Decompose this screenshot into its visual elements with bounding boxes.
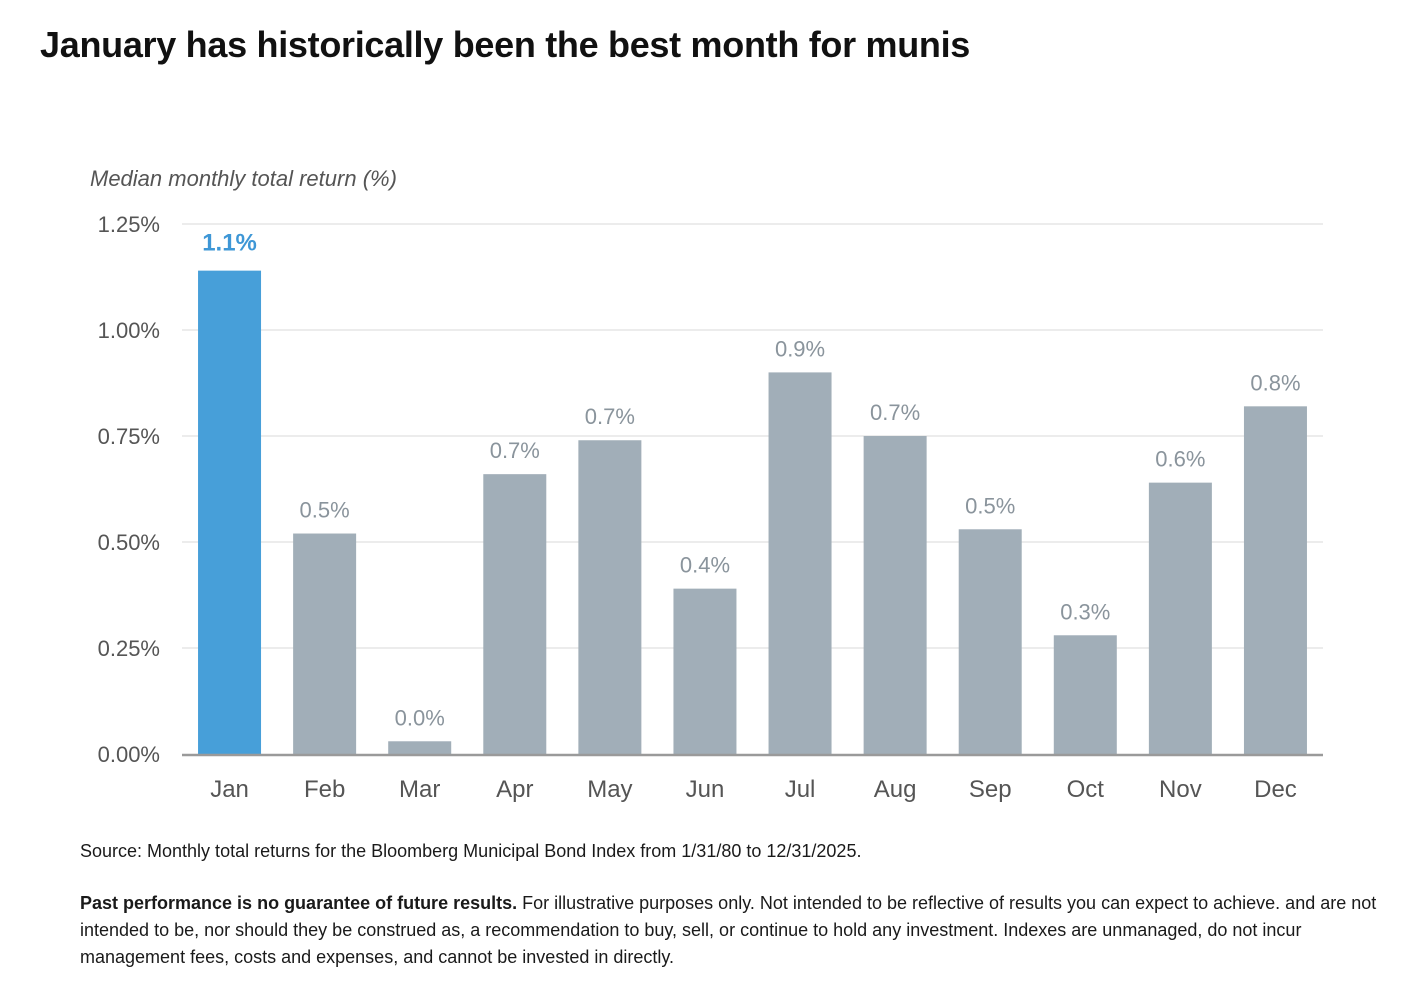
disclaimer-note: Past performance is no guarantee of futu… xyxy=(80,890,1380,971)
x-tick-label-sep: Sep xyxy=(969,776,1012,803)
x-tick-label-may: May xyxy=(587,776,632,803)
footnotes: Source: Monthly total returns for the Bl… xyxy=(80,838,1380,971)
bar-jul xyxy=(768,372,832,754)
x-tick-label-jan: Jan xyxy=(210,776,249,803)
y-tick-label: 1.00% xyxy=(98,318,160,343)
grid-lines xyxy=(182,223,1323,649)
data-label-aug: 0.7% xyxy=(870,400,920,425)
page-title: January has historically been the best m… xyxy=(40,24,971,65)
bar-apr xyxy=(483,474,547,754)
x-tick-label-feb: Feb xyxy=(304,776,345,803)
data-label-mar: 0.0% xyxy=(395,705,445,730)
bar-aug xyxy=(863,436,927,754)
x-tick-label-nov: Nov xyxy=(1159,776,1202,803)
bars xyxy=(198,270,1307,754)
data-label-feb: 0.5% xyxy=(300,498,350,523)
y-tick-label: 0.00% xyxy=(98,742,160,767)
bar-sep xyxy=(958,529,1022,754)
data-label-jun: 0.4% xyxy=(680,553,730,578)
y-axis-label: Median monthly total return (%) xyxy=(90,166,397,191)
bar-may xyxy=(578,440,642,754)
data-label-jul: 0.9% xyxy=(775,336,825,361)
bar-nov xyxy=(1148,482,1212,754)
source-note: Source: Monthly total returns for the Bl… xyxy=(80,841,862,861)
data-label-sep: 0.5% xyxy=(965,493,1015,518)
bar-jun xyxy=(673,588,737,754)
x-tick-label-oct: Oct xyxy=(1067,776,1105,803)
data-label-jan: 1.1% xyxy=(202,230,257,257)
data-label-oct: 0.3% xyxy=(1060,599,1110,624)
data-label-dec: 0.8% xyxy=(1250,370,1300,395)
disclaimer-bold: Past performance is no guarantee of futu… xyxy=(80,893,518,913)
data-label-apr: 0.7% xyxy=(490,438,540,463)
bar-jan xyxy=(198,270,262,754)
bar-feb xyxy=(293,533,357,754)
bar-mar xyxy=(388,741,452,754)
bar-oct xyxy=(1053,635,1117,754)
y-tick-label: 1.25% xyxy=(98,212,160,237)
x-tick-label-mar: Mar xyxy=(399,776,440,803)
chart-area: Median monthly total return (%) 0.00% 0.25… xyxy=(0,150,1418,810)
x-tick-label-jul: Jul xyxy=(785,776,816,803)
y-tick-label: 0.25% xyxy=(98,636,160,661)
y-tick-label: 0.50% xyxy=(98,530,160,555)
data-label-nov: 0.6% xyxy=(1155,447,1205,472)
x-tick-label-aug: Aug xyxy=(874,776,917,803)
x-tick-label-apr: Apr xyxy=(496,776,533,803)
x-tick-label-jun: Jun xyxy=(686,776,725,803)
x-tick-label-dec: Dec xyxy=(1254,776,1297,803)
bar-dec xyxy=(1243,406,1307,754)
disclaimer-text: For illustrative purposes only. Not inte… xyxy=(80,893,1377,967)
labels: Median monthly total return (%) 0.00% 0.25… xyxy=(90,166,1301,803)
data-label-may: 0.7% xyxy=(585,404,635,429)
bar-chart: Median monthly total return (%) 0.00% 0.25… xyxy=(90,166,1323,803)
y-tick-label: 0.75% xyxy=(98,424,160,449)
